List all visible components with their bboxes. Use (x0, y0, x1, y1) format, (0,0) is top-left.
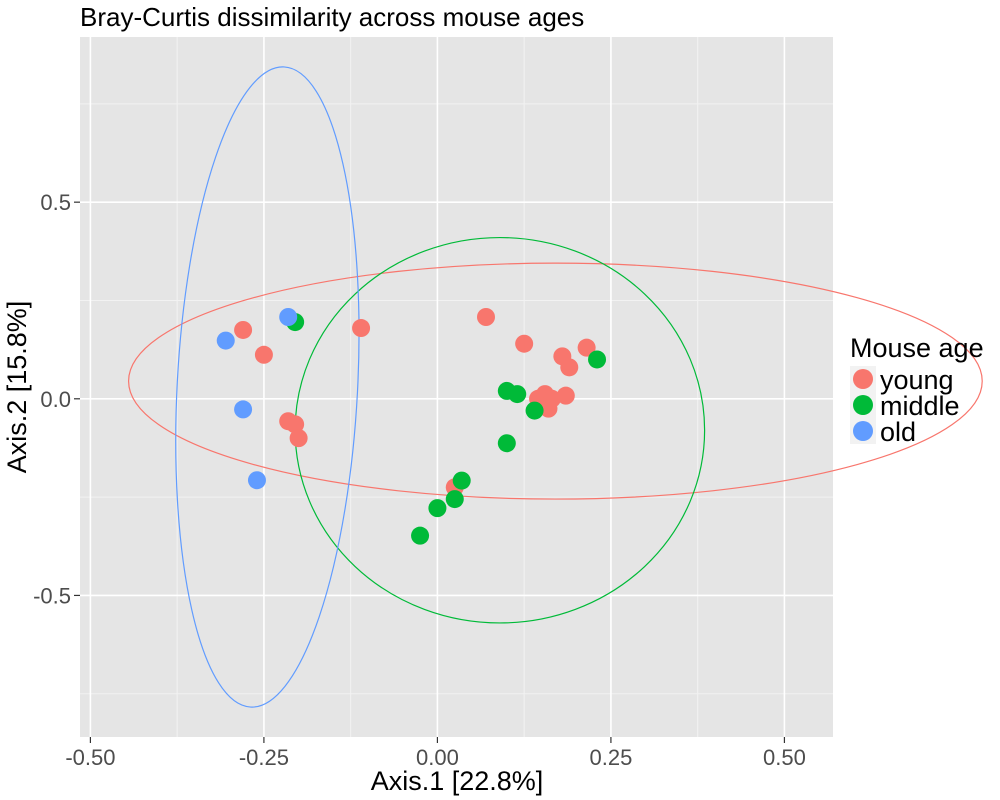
point-young (560, 358, 579, 377)
point-middle (411, 526, 430, 545)
point-old (247, 471, 266, 490)
point-young (352, 319, 371, 338)
x-tick-label: 0.00 (416, 745, 459, 770)
point-young (556, 386, 575, 405)
point-young (515, 334, 534, 353)
legend-key-old (853, 421, 873, 441)
grid-major (80, 37, 833, 737)
legend-key-young (853, 369, 873, 389)
legend-title: Mouse age (850, 333, 984, 363)
y-axis: -0.5 0.0 0.5 (33, 190, 80, 608)
chart-title: Bray-Curtis dissimilarity across mouse a… (80, 2, 584, 32)
point-young (286, 415, 305, 434)
y-tick-label: 0.5 (40, 190, 71, 215)
point-young (577, 338, 596, 357)
ellipse-young (127, 262, 983, 500)
x-axis-title: Axis.1 [22.8%] (371, 766, 544, 796)
point-layer (216, 308, 607, 545)
legend-label-old: old (880, 417, 916, 447)
x-tick-label: 0.50 (763, 745, 806, 770)
point-old (234, 400, 253, 419)
legend-key-middle (853, 395, 873, 415)
y-tick-label: -0.5 (33, 583, 71, 608)
y-axis-title: Axis.2 [15.8%] (2, 301, 32, 474)
plot-panel (80, 37, 833, 737)
legend-label-young: young (880, 365, 954, 395)
point-middle (588, 350, 607, 369)
point-old (216, 331, 235, 350)
point-young (476, 308, 495, 326)
point-middle (497, 434, 516, 453)
point-young (234, 320, 253, 339)
x-tick-label: 0.25 (590, 745, 633, 770)
point-young (254, 345, 273, 364)
point-middle (508, 385, 527, 404)
point-middle (445, 490, 464, 509)
x-tick-label: -0.25 (239, 745, 289, 770)
ellipse-old (175, 66, 360, 708)
x-tick-label: -0.50 (65, 745, 115, 770)
y-tick-label: 0.0 (40, 387, 71, 412)
point-old (279, 308, 298, 326)
legend-label-middle: middle (880, 391, 960, 421)
point-middle (428, 499, 447, 518)
point-middle (452, 471, 471, 490)
x-axis: -0.50 -0.25 0.00 0.25 0.50 (65, 737, 806, 770)
point-young (539, 399, 558, 418)
point-young (289, 429, 308, 448)
point-middle (525, 401, 544, 420)
